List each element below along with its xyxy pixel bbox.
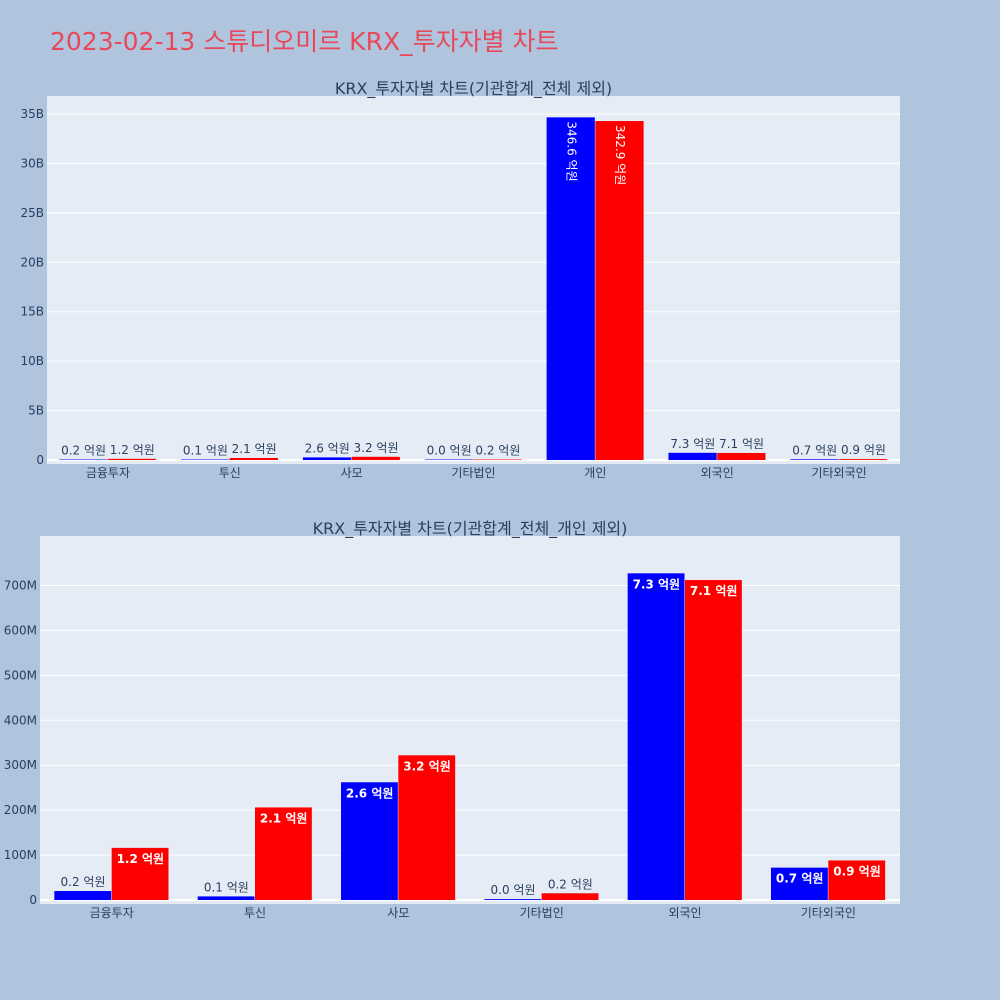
chart-2-bar <box>197 896 255 900</box>
chart-2-y-tick-label: 500M <box>4 668 37 682</box>
chart-1-x-tick-label: 금융투자 <box>86 466 130 480</box>
chart-1-x-tick-label: 개인 <box>584 466 606 480</box>
chart-2-x-tick-label: 외국인 <box>668 906 701 920</box>
chart-2-data-label: 0.1 억원 <box>204 880 249 894</box>
chart-2-bar <box>484 899 542 900</box>
chart-1-title: KRX_투자자별 차트(기관합계_전체 제외) <box>335 79 612 99</box>
chart-1-y-tick-label: 10B <box>20 354 44 368</box>
chart-2-data-label: 0.9 억원 <box>833 864 881 878</box>
chart-1-data-label: 0.1 억원 <box>183 444 228 458</box>
chart-1-y-tick-label: 0 <box>36 453 44 467</box>
chart-2-y-tick-label: 100M <box>4 848 37 862</box>
chart-1-bar <box>595 121 644 460</box>
chart-1-y-tick-label: 20B <box>20 255 44 269</box>
chart-1-x-tick-label: 기타외국인 <box>811 466 866 480</box>
chart-2-y-tick-label: 0 <box>29 893 37 907</box>
chart-1-bar <box>229 457 279 460</box>
chart-1-bar <box>424 459 473 460</box>
chart-1-data-label: 342.9 억원 <box>613 125 627 185</box>
chart-2-title: KRX_투자자별 차트(기관합계_전체_개인 제외) <box>313 519 628 539</box>
chart-1-data-label: 0.7 억원 <box>792 443 837 457</box>
chart-1-bar <box>839 459 888 460</box>
chart-2-y-tick-label: 200M <box>4 803 37 817</box>
chart-2-data-label: 2.1 억원 <box>260 811 308 825</box>
chart-1-plot-area <box>47 96 900 464</box>
chart-2-data-label: 0.7 억원 <box>776 872 824 886</box>
chart-2-y-tick-label: 700M <box>4 578 37 592</box>
chart-1-x-tick-label: 기타법인 <box>451 466 495 480</box>
chart-1-data-label: 0.0 억원 <box>427 444 472 458</box>
chart-2-bar <box>541 893 599 900</box>
chart-2-x-tick-label: 사모 <box>387 906 409 920</box>
chart-1: 0 5B 10B 15B 20B 25B 30B 35B KRX_투자자별 차트(기관합계_전체… <box>20 79 900 480</box>
chart-1-data-label: 1.2 억원 <box>110 443 155 457</box>
chart-2-bar <box>111 847 169 900</box>
chart-2-bar <box>828 860 886 900</box>
chart-2-data-label: 3.2 억원 <box>403 759 451 773</box>
chart-1-bar <box>790 459 839 460</box>
chart-2-y-tick-label: 600M <box>4 623 37 637</box>
chart-1-bar <box>668 452 717 460</box>
chart-1-data-label: 7.1 억원 <box>719 437 764 451</box>
chart-2-bar <box>398 755 456 900</box>
chart-1-x-tick-label: 투신 <box>219 466 241 480</box>
chart-2-y-tick-label: 300M <box>4 758 37 772</box>
chart-1-data-label: 2.6 억원 <box>305 441 350 455</box>
chart-2-data-label: 7.3 억원 <box>633 577 681 591</box>
chart-1-data-label: 7.3 억원 <box>670 437 715 451</box>
chart-1-bar <box>107 458 157 460</box>
chart-1-bar <box>717 452 766 460</box>
chart-1-x-tick-label: 사모 <box>341 466 363 480</box>
chart-1-bar <box>546 117 595 460</box>
chart-2-bar <box>771 867 828 900</box>
chart-2-bar <box>341 782 398 900</box>
chart-2-data-label: 0.2 억원 <box>61 875 106 889</box>
chart-1-bar <box>181 459 230 460</box>
chart-1-y-tick-label: 15B <box>20 305 44 319</box>
chart-2-x-tick-label: 기타법인 <box>520 906 564 920</box>
chart-2-bar <box>54 891 112 900</box>
chart-1-bar <box>302 457 352 460</box>
main-title: 2023-02-13 스튜디오미르 KRX_투자자별 차트 <box>50 27 559 56</box>
chart-2-data-label: 1.2 억원 <box>117 852 165 866</box>
chart-1-data-label: 0.2 억원 <box>475 444 520 458</box>
chart-1-data-label: 2.1 억원 <box>232 442 277 456</box>
chart-1-data-label: 0.9 억원 <box>841 443 886 457</box>
chart-2-data-label: 7.1 억원 <box>690 584 738 598</box>
chart-2-data-label: 0.0 억원 <box>491 883 536 897</box>
chart-1-data-label: 3.2 억원 <box>354 441 399 455</box>
chart-1-data-label: 346.6 억원 <box>564 121 578 181</box>
chart-1-y-tick-label: 25B <box>20 206 44 220</box>
chart-1-bar <box>351 456 400 460</box>
chart-1-y-tick-label: 5B <box>28 404 44 418</box>
chart-2-y-tick-label: 400M <box>4 713 37 727</box>
chart-2: 0 100M 200M 300M 400M 500M 600M 700M KRX_투자자별 차트… <box>4 519 900 920</box>
chart-2-bar <box>255 807 312 900</box>
chart-1-y-tick-label: 30B <box>20 156 44 170</box>
chart-2-x-tick-label: 투신 <box>244 906 266 920</box>
chart-2-bar <box>627 573 685 900</box>
chart-2-x-tick-label: 기타외국인 <box>801 906 856 920</box>
chart-2-bar <box>685 580 742 900</box>
chart-2-x-tick-label: 금융투자 <box>90 906 134 920</box>
chart-1-bar <box>59 459 108 460</box>
chart-2-data-label: 2.6 억원 <box>346 786 394 800</box>
chart-1-data-label: 0.2 억원 <box>61 444 106 458</box>
chart-2-data-label: 0.2 억원 <box>548 877 593 891</box>
chart-1-x-tick-label: 외국인 <box>701 466 734 480</box>
chart-1-y-tick-label: 35B <box>20 107 44 121</box>
chart-1-bar <box>473 459 522 460</box>
